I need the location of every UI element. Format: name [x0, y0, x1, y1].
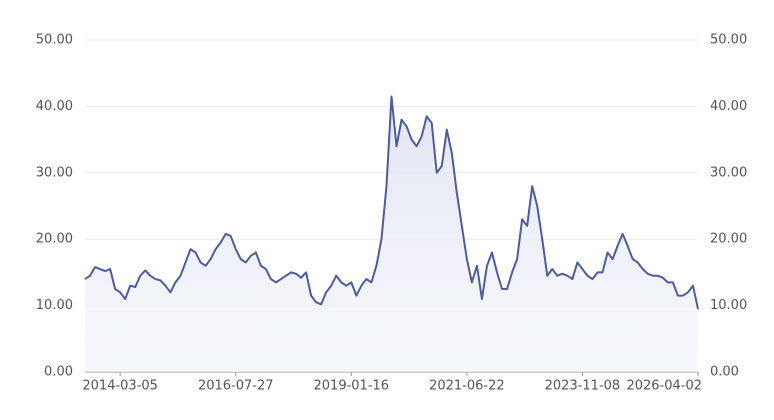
y2-tick-label: 30.00 — [710, 165, 747, 180]
x-tick-label: 2021-06-22 — [429, 379, 505, 394]
y-tick-label: 20.00 — [36, 232, 73, 247]
x-tick-label: 2016-07-27 — [198, 379, 274, 394]
y2-tick-label: 50.00 — [710, 33, 747, 48]
y-tick-label: 0.00 — [44, 365, 73, 380]
y2-tick-label: 20.00 — [710, 232, 747, 247]
y-tick-label: 10.00 — [36, 298, 73, 313]
y2-tick-label: 0.00 — [710, 365, 739, 380]
line — [84, 95, 699, 310]
y-tick-label: 30.00 — [36, 165, 73, 180]
area — [85, 96, 698, 372]
x-tick-label: 2014-03-05 — [82, 379, 158, 394]
y-tick-label: 50.00 — [36, 33, 73, 48]
y2-tick-label: 10.00 — [710, 298, 747, 313]
y-tick-label: 40.00 — [36, 99, 73, 114]
y2-tick-label: 40.00 — [710, 99, 747, 114]
x-tick-label: 2019-01-16 — [314, 379, 390, 394]
x-tick-label: 2026-04-02 — [626, 379, 702, 394]
x-tick-label: 2023-11-08 — [545, 379, 621, 394]
